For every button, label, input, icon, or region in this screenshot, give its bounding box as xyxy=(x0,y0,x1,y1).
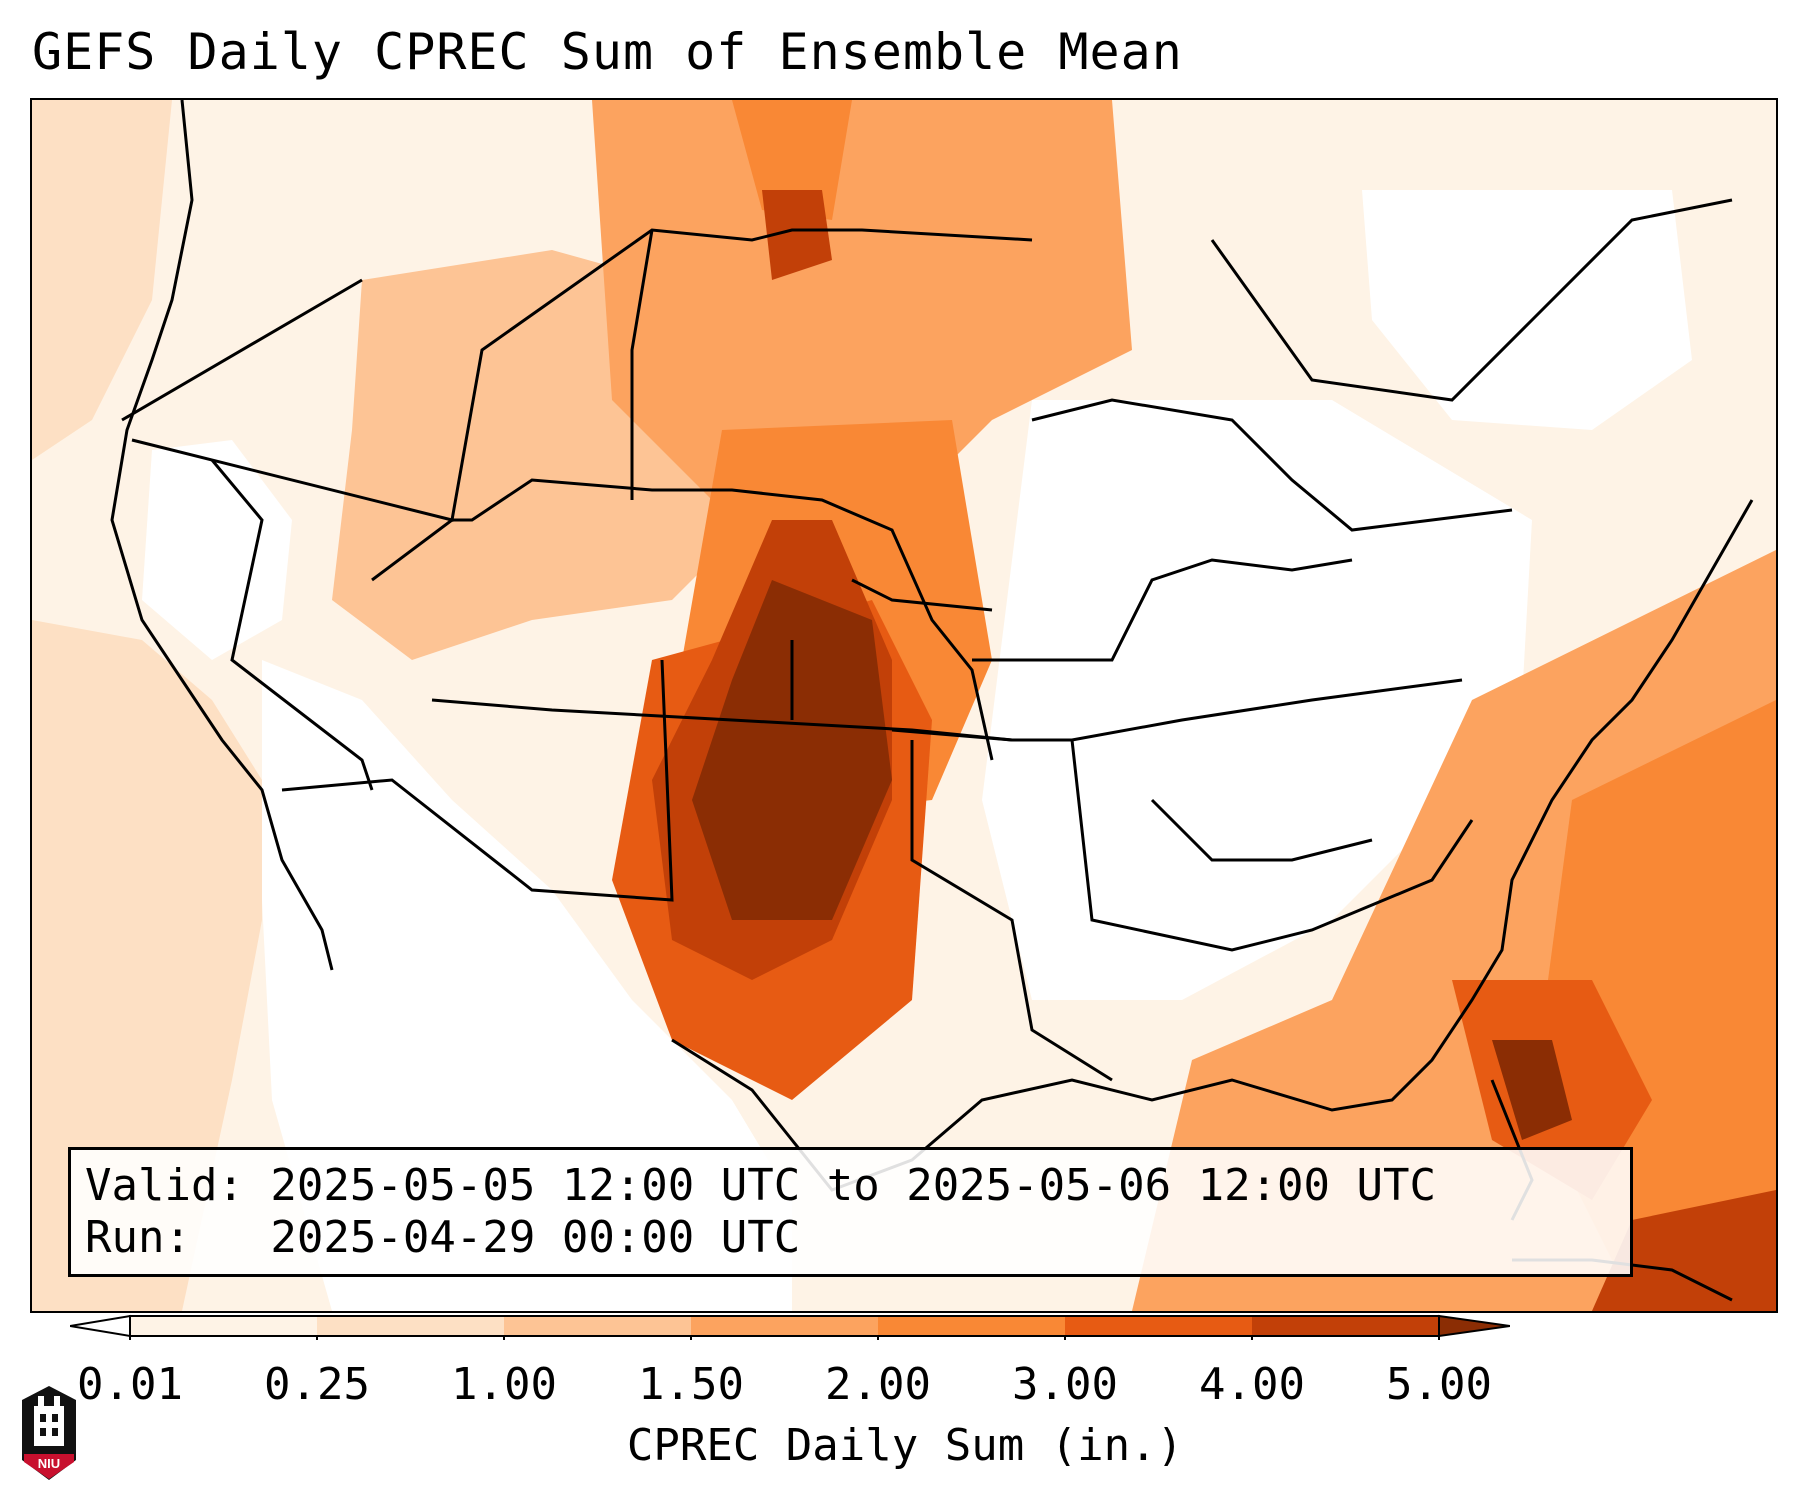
precipitation-map xyxy=(32,100,1776,1311)
colorbar-tick-label: 0.25 xyxy=(264,1359,370,1410)
california-dry-zone xyxy=(142,440,292,660)
valid-time-text: Valid: 2025-05-05 12:00 UTC to 2025-05-0… xyxy=(85,1160,1437,1211)
pacific-nw-shading xyxy=(32,100,172,460)
colorbar-label: CPREC Daily Sum (in.) xyxy=(626,1420,1184,1471)
oklahoma-core-shading xyxy=(692,580,892,920)
colorbar xyxy=(70,1314,1510,1340)
pacific-shading xyxy=(32,620,262,1311)
validity-info-box: Valid: 2025-05-05 12:00 UTC to 2025-05-0… xyxy=(68,1147,1633,1277)
colorbar-segment xyxy=(130,1316,317,1336)
colorbar-outline xyxy=(129,1315,1440,1337)
logo-text: NIU xyxy=(38,1456,60,1471)
niu-logo: NIU xyxy=(22,1386,76,1480)
run-time-text: Run: 2025-04-29 00:00 UTC xyxy=(85,1212,801,1263)
map-panel xyxy=(30,98,1778,1313)
caribbean-shading xyxy=(1592,1190,1776,1311)
colorbar-tick-label: 0.01 xyxy=(77,1359,183,1410)
colorbar-segment xyxy=(317,1316,504,1336)
colorbar-segment xyxy=(504,1316,691,1336)
colorbar-segment xyxy=(691,1316,878,1336)
colorbar-tick-label: 5.00 xyxy=(1386,1359,1492,1410)
state-borders xyxy=(110,100,1733,1082)
colorbar-tick-label: 3.00 xyxy=(1012,1359,1118,1410)
eastern-dry-zone xyxy=(982,400,1532,1000)
colorbar-segment xyxy=(878,1316,1065,1336)
colorbar-segment xyxy=(1065,1316,1252,1336)
ne-canada-dry-zone xyxy=(1362,190,1692,430)
montana-heavy-shading xyxy=(762,190,832,280)
colorbar-tick-label: 1.00 xyxy=(451,1359,557,1410)
colorbar-segment xyxy=(1252,1316,1439,1336)
colorbar-under-extend xyxy=(70,1314,131,1338)
colorbar-over-extend xyxy=(1438,1314,1510,1338)
colorbar-tick-label: 2.00 xyxy=(825,1359,931,1410)
map-title: GEFS Daily CPREC Sum of Ensemble Mean xyxy=(32,23,1183,81)
colorbar-tick-label: 1.50 xyxy=(638,1359,744,1410)
colorbar-tick-label: 4.00 xyxy=(1199,1359,1305,1410)
florida-core-shading xyxy=(1492,1040,1572,1140)
northern-plains-shading xyxy=(592,100,1132,520)
